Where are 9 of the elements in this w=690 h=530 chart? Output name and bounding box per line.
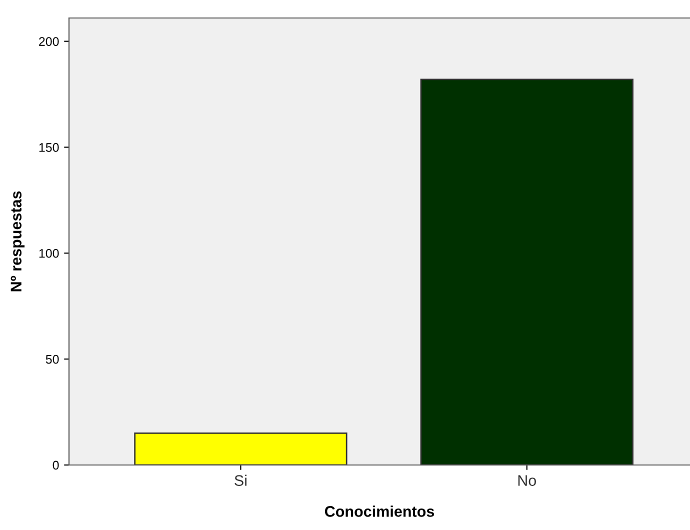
x-axis-title: Conocimientos bbox=[324, 506, 434, 517]
y-tick-label: 100 bbox=[39, 248, 59, 258]
y-axis-title: Nº respuestas bbox=[10, 191, 25, 292]
y-tick-label: 50 bbox=[46, 354, 59, 364]
x-tick-label: Si bbox=[234, 474, 246, 486]
y-tick-label: 0 bbox=[52, 460, 59, 470]
x-tick-label: No bbox=[518, 475, 536, 486]
y-tick-label: 150 bbox=[39, 143, 59, 152]
y-tick-label: 200 bbox=[39, 37, 59, 46]
